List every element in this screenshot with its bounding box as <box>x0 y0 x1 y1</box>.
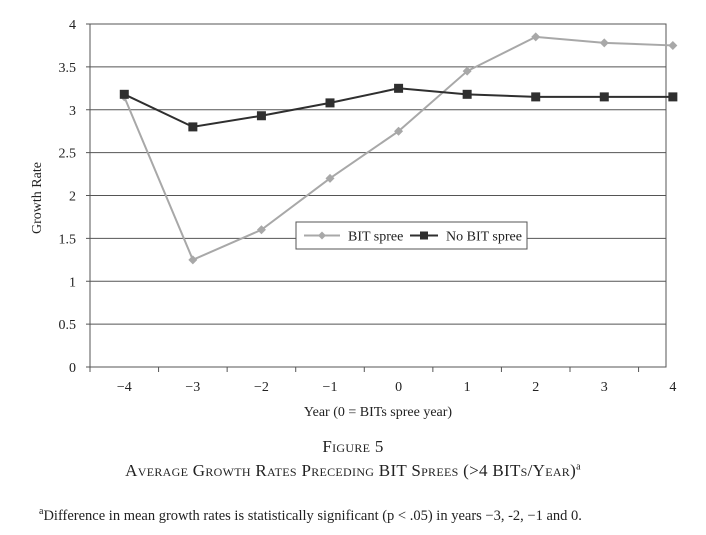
series-no-bit-spree <box>119 83 678 132</box>
data-point <box>394 126 404 136</box>
data-point <box>256 225 266 235</box>
data-point <box>188 255 198 265</box>
data-point <box>668 92 678 102</box>
data-point <box>325 98 335 108</box>
data-point <box>531 32 541 42</box>
x-tick-label: 2 <box>532 380 539 395</box>
data-point <box>462 66 472 76</box>
series-layer <box>119 32 678 265</box>
data-point <box>462 89 472 99</box>
legend-label: No BIT spree <box>446 230 522 245</box>
figure-label: Figure 5 <box>322 437 384 456</box>
data-point <box>668 40 678 50</box>
x-tick-label: 1 <box>464 380 471 395</box>
data-point <box>325 173 335 183</box>
y-tick-label: 1.5 <box>59 232 77 247</box>
x-tick-label: 0 <box>395 380 402 395</box>
figure-title: Average Growth Rates Preceding BIT Spree… <box>0 461 706 481</box>
footnote: aDifference in mean growth rates is stat… <box>39 506 582 525</box>
x-tick-label: −1 <box>323 380 338 395</box>
footnote-marker: a <box>39 506 44 517</box>
x-tick-label: −4 <box>117 380 132 395</box>
x-axis-tick-labels: −4 −3 −2 −1 0 1 2 3 4 <box>89 367 676 395</box>
x-tick-label: 4 <box>669 380 676 395</box>
legend-marker <box>420 231 428 240</box>
y-tick-label: 3.5 <box>59 61 77 76</box>
x-axis-label: Year (0 = BITs spree year) <box>304 405 453 420</box>
figure-title-marker: a <box>576 461 581 473</box>
data-point <box>119 89 129 99</box>
y-tick-label: 3 <box>69 104 76 119</box>
x-tick-label: −2 <box>254 380 269 395</box>
data-point <box>188 122 198 132</box>
figure-title-text: Average Growth Rates Preceding BIT Spree… <box>125 461 577 480</box>
x-tick-label: 3 <box>601 380 608 395</box>
y-axis-label: Growth Rate <box>30 162 45 234</box>
data-point <box>599 92 609 102</box>
y-tick-label: 0.5 <box>59 318 77 333</box>
y-tick-label: 2 <box>69 190 76 205</box>
y-tick-label: 0 <box>69 361 76 376</box>
data-point <box>256 111 266 121</box>
y-tick-label: 2.5 <box>59 147 77 162</box>
y-tick-label: 4 <box>69 18 76 33</box>
legend-label: BIT spree <box>348 230 403 245</box>
y-axis-tick-labels: 0 0.5 1 1.5 2 2.5 3 3.5 4 <box>59 18 77 376</box>
legend-marker <box>318 231 326 240</box>
legend: BIT spree No BIT spree <box>295 221 528 250</box>
data-point <box>599 38 609 48</box>
line-chart: 0 0.5 1 1.5 2 2.5 3 3.5 4 −4 −3 −2 −1 0 1 2 3 4 Growth R… <box>30 18 678 420</box>
x-tick-label: −3 <box>185 380 200 395</box>
data-point <box>531 92 541 102</box>
y-tick-label: 1 <box>69 275 76 290</box>
data-point <box>394 83 404 93</box>
footnote-text: Difference in mean growth rates is stati… <box>43 507 582 524</box>
